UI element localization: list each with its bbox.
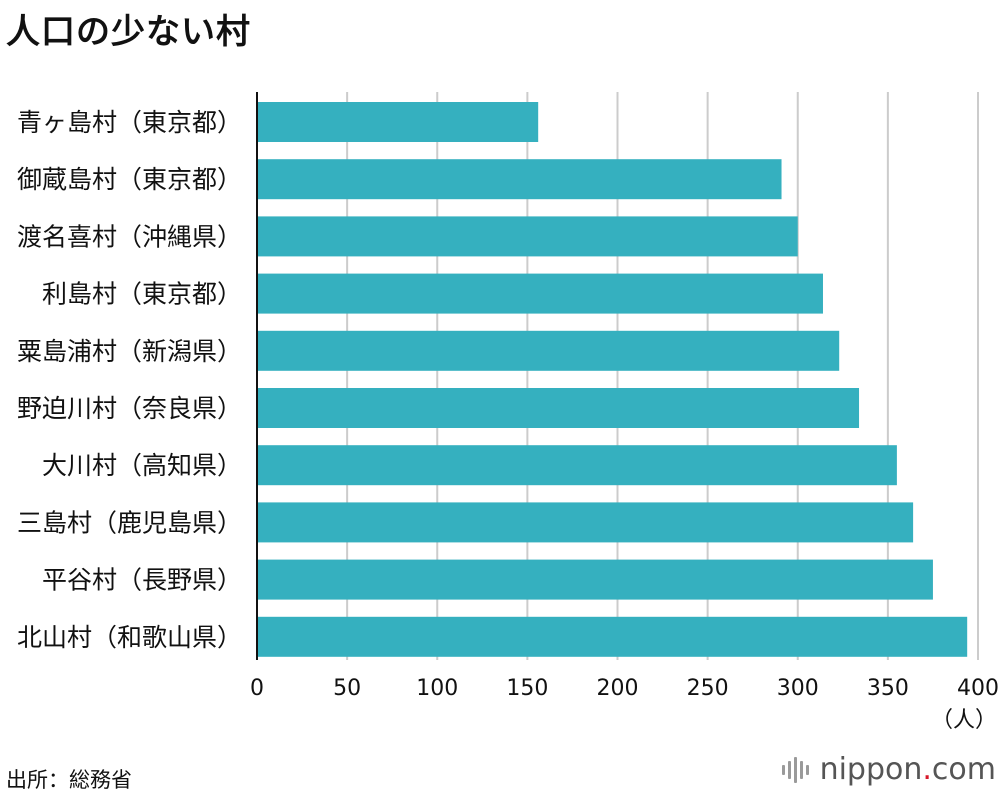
x-axis-unit-label: （人） (931, 708, 997, 733)
bar (258, 216, 798, 257)
bar (258, 616, 968, 657)
logo-name: nippon (819, 752, 923, 787)
category-label: 粟島浦村（新潟県） (17, 337, 242, 366)
x-tick-label: 150 (506, 676, 548, 701)
x-tick-label: 50 (333, 676, 361, 701)
logo-bars-icon (781, 755, 812, 785)
bar (258, 502, 914, 543)
x-tick-label: 200 (597, 676, 639, 701)
category-labels: 青ヶ島村（東京都） 御蔵島村（東京都） 渡名喜村（沖縄県） 利島村（東京都） 粟島浦村（… (17, 108, 242, 652)
bar (258, 102, 539, 142)
category-label: 青ヶ島村（東京都） (17, 108, 242, 137)
bar (258, 445, 897, 486)
bars (258, 102, 968, 657)
bar (258, 273, 823, 314)
logo-dot: . (922, 752, 932, 787)
category-label: 野迫川村（奈良県） (17, 394, 242, 423)
category-label: 三島村（鹿児島県） (17, 508, 242, 537)
nippon-logo: nippon. com (781, 752, 996, 787)
x-tick-label: 250 (687, 676, 729, 701)
logo-suffix: com (931, 752, 996, 787)
bar (258, 330, 840, 371)
category-label: 御蔵島村（東京都） (17, 165, 242, 194)
x-tick-label: 300 (777, 676, 819, 701)
bar-chart: 青ヶ島村（東京都） 御蔵島村（東京都） 渡名喜村（沖縄県） 利島村（東京都） 粟島浦村（… (17, 92, 999, 733)
x-tick-label: 0 (250, 676, 264, 701)
x-tick-label: 100 (416, 676, 458, 701)
x-tick-labels: 0 50 100 150 200 250 300 350 400 (250, 676, 999, 701)
bar (258, 159, 782, 200)
category-label: 大川村（高知県） (42, 451, 242, 480)
source-note: 出所：総務省 (6, 768, 132, 792)
x-tick-label: 400 (957, 676, 999, 701)
x-tick-label: 350 (867, 676, 909, 701)
category-label: 北山村（和歌山県） (17, 623, 242, 652)
category-label: 利島村（東京都） (42, 280, 242, 309)
bar (258, 559, 933, 600)
category-label: 平谷村（長野県） (42, 566, 242, 595)
bar (258, 388, 860, 428)
chart-title: 人口の少ない村 (6, 12, 251, 52)
category-label: 渡名喜村（沖縄県） (17, 222, 242, 251)
